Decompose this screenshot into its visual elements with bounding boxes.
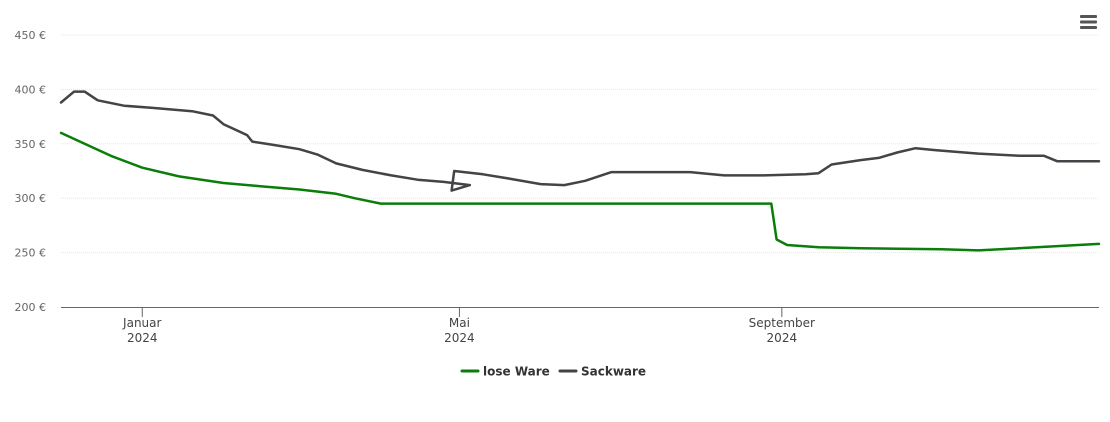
legend-item-sackware[interactable]: Sackware bbox=[558, 365, 646, 379]
x-tick-year: 2024 bbox=[444, 331, 475, 345]
menu-button[interactable] bbox=[1076, 10, 1100, 34]
y-tick-label: 300 € bbox=[15, 192, 47, 205]
series-line-lose-ware bbox=[59, 131, 1101, 252]
y-tick-label: 200 € bbox=[15, 301, 47, 314]
series-lines bbox=[59, 90, 1101, 252]
y-tick-label: 350 € bbox=[15, 138, 47, 151]
x-tick-month: Januar bbox=[122, 316, 161, 330]
x-tick-month: Mai bbox=[449, 316, 470, 330]
x-tick-year: 2024 bbox=[767, 331, 798, 345]
legend-label: Sackware bbox=[581, 365, 646, 379]
grid-lines bbox=[61, 34, 1099, 254]
x-tick-year: 2024 bbox=[127, 331, 158, 345]
y-tick-label: 400 € bbox=[15, 83, 47, 96]
series-line-sackware bbox=[59, 90, 1101, 192]
y-tick-label: 250 € bbox=[15, 247, 47, 260]
y-axis: 200 € 250 € 300 € 350 € 400 € 450 € bbox=[15, 29, 47, 314]
legend-item-lose-ware[interactable]: lose Ware bbox=[460, 365, 550, 379]
x-tick-month: September bbox=[749, 316, 815, 330]
legend-label: lose Ware bbox=[483, 365, 550, 379]
y-tick-label: 450 € bbox=[15, 29, 47, 42]
hamburger-menu-icon bbox=[1080, 15, 1097, 29]
legend: lose Ware Sackware bbox=[460, 365, 646, 379]
